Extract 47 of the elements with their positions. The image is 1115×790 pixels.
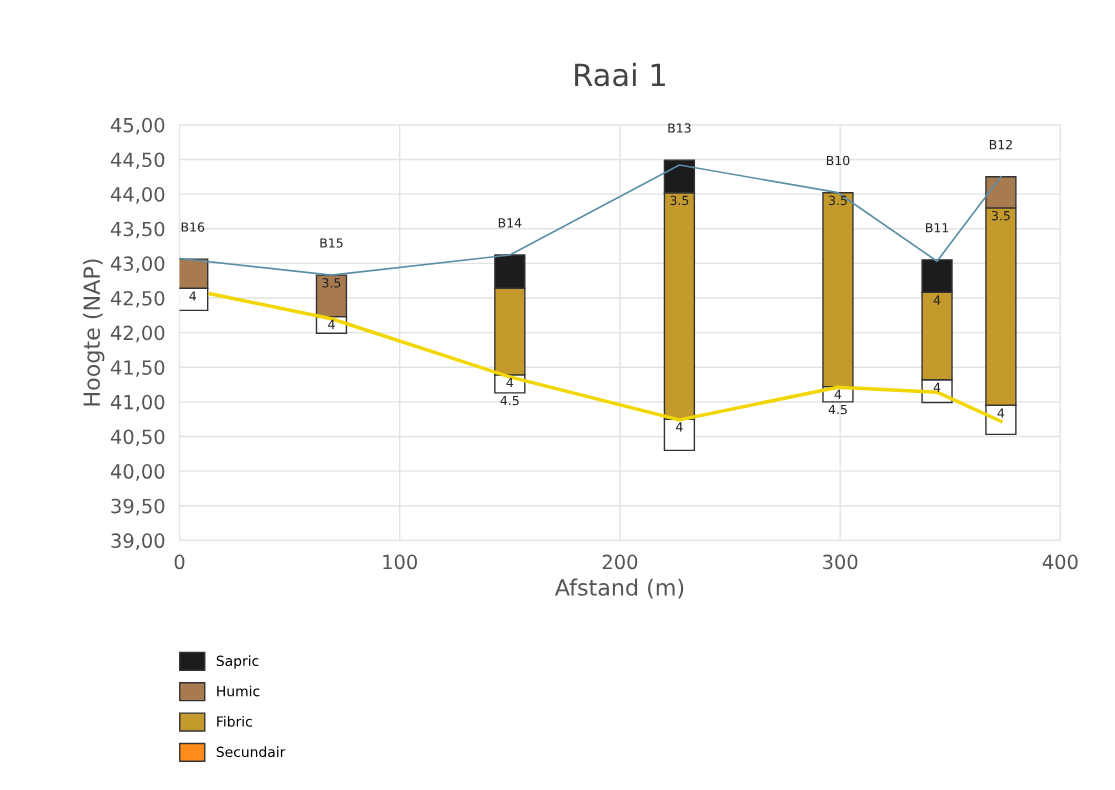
annotation: 4.5	[500, 396, 519, 406]
y-tick-label: 41,50	[110, 360, 165, 377]
annotation: 4	[933, 295, 941, 305]
annotation: B11	[926, 223, 949, 233]
legend-label: Humic	[217, 685, 260, 697]
y-tick-label: 42,50	[110, 290, 165, 308]
annotation: B12	[989, 139, 1012, 150]
x-tick-label: 400	[1042, 554, 1078, 570]
x-tick-label: 0	[174, 554, 185, 570]
annotation: B16	[181, 222, 205, 232]
y-tick-label: 43,50	[110, 221, 165, 239]
y-tick-label: 40,00	[110, 464, 165, 481]
annotation: 4.5	[828, 405, 847, 415]
y-tick-label: 43,00	[110, 256, 165, 273]
annotation: B10	[826, 155, 850, 166]
x-axis-title: Afstand (m)	[554, 578, 684, 599]
annotation: 3.5	[828, 195, 847, 206]
annotation: 4	[997, 408, 1005, 418]
y-tick-label: 44,50	[110, 152, 165, 170]
annotation: 4	[676, 422, 683, 432]
line-series	[208, 292, 1003, 423]
annotation: 3.5	[322, 278, 341, 288]
annotation: 3.5	[991, 210, 1010, 221]
annotation: B15	[320, 238, 343, 248]
y-tick-label: 44,00	[110, 187, 165, 204]
annotation: 4	[506, 378, 514, 388]
legend-label: Secundair	[216, 746, 286, 758]
annotation: 4	[834, 389, 842, 399]
x-tick-label: 300	[823, 554, 858, 570]
x-tick-label: 200	[602, 554, 638, 570]
y-tick-label: 45,00	[110, 117, 165, 135]
chart-title: Raai 1	[575, 62, 665, 87]
y-tick-label: 40,50	[110, 429, 165, 447]
annotation: 4	[933, 382, 941, 392]
y-axis-title: Hoogte (NAP)	[82, 259, 105, 406]
legend-label: Fibric	[217, 716, 252, 727]
y-tick-label: 41,00	[110, 394, 165, 412]
x-tick-label: 100	[383, 554, 417, 570]
annotation: B13	[668, 123, 691, 133]
annotation: 4	[328, 319, 335, 329]
y-tick-label: 42,00	[110, 325, 165, 343]
annotation: 3.5	[670, 195, 689, 206]
annotation: 4	[189, 291, 196, 301]
annotation: B14	[498, 218, 522, 228]
y-tick-label: 39,50	[111, 498, 165, 516]
legend-label: Sapric	[216, 655, 259, 669]
y-tick-label: 39,00	[111, 533, 165, 551]
